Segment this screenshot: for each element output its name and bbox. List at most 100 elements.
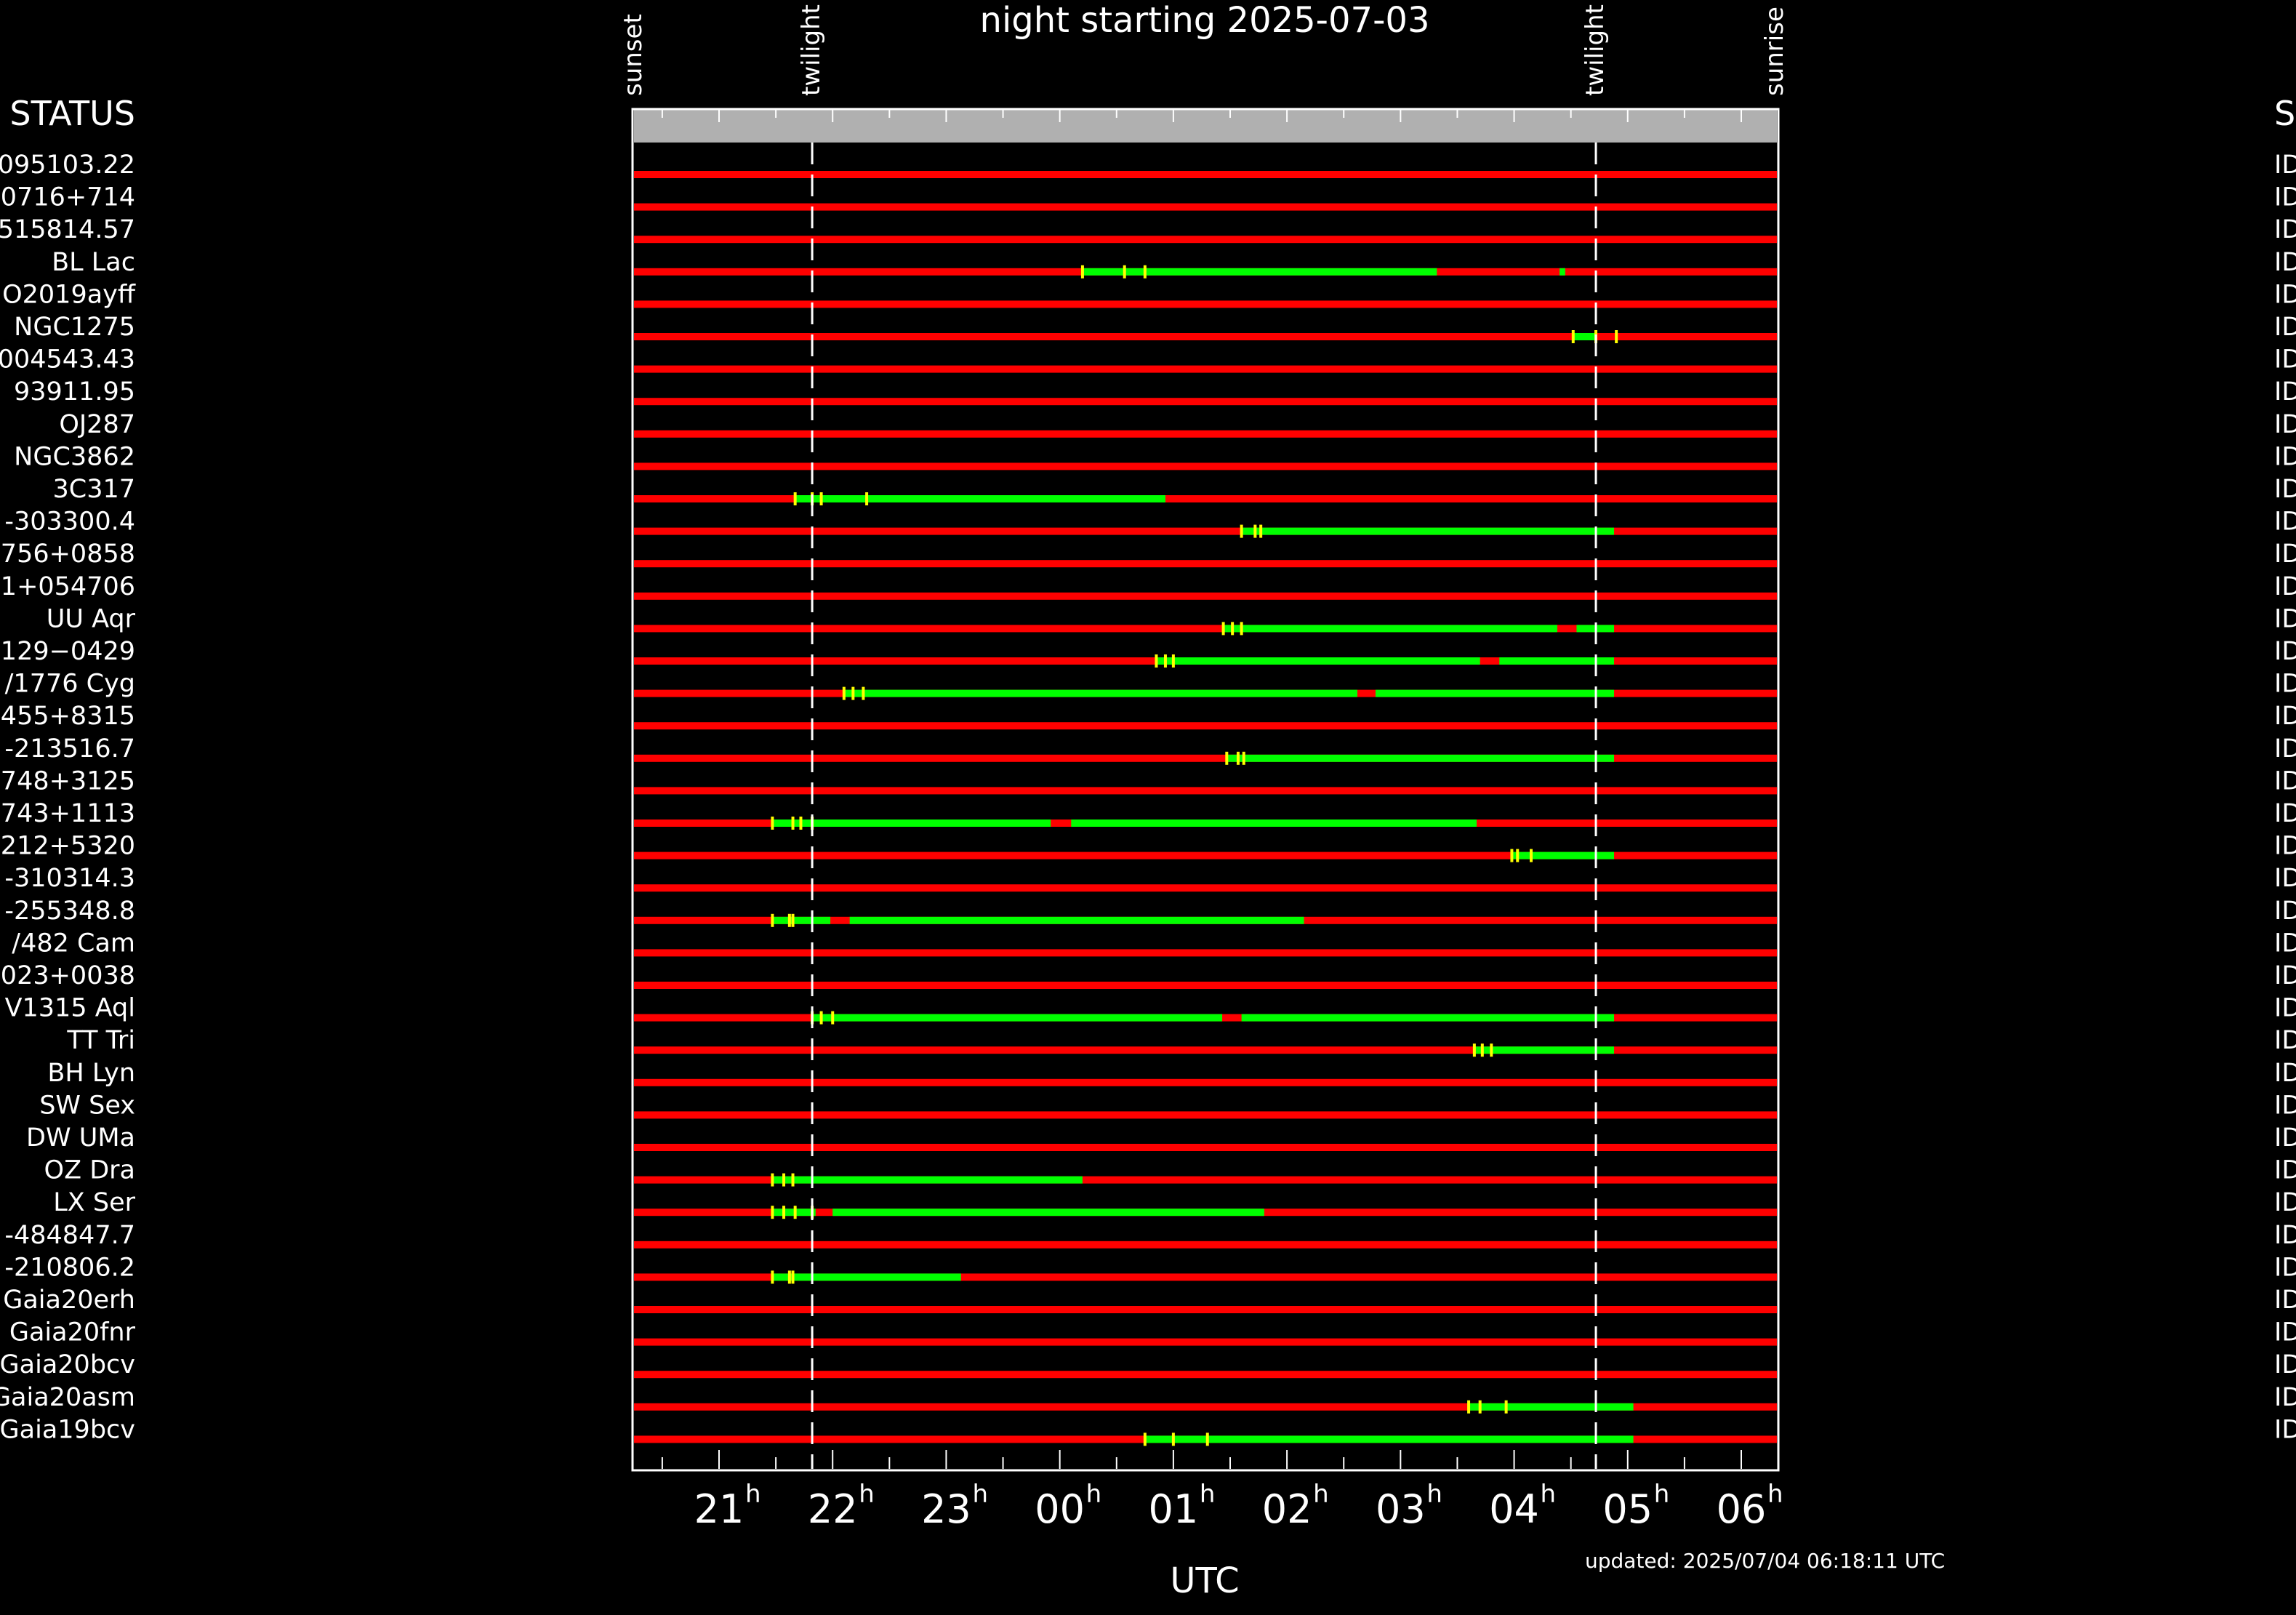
row-tick [1240, 524, 1243, 538]
target-label: 455+8315 [1, 702, 135, 731]
observable-segment [1375, 689, 1615, 697]
status-value: ID [2274, 1415, 2296, 1444]
observable-segment [1071, 819, 1477, 827]
tick-label-sup: h [1767, 1480, 1783, 1509]
row-bar [634, 171, 1777, 178]
status-value: ID [2274, 637, 2296, 666]
status-value: ID [2274, 832, 2296, 861]
time-markers: sunset twilight twilight sunrise [619, 4, 1789, 96]
row-bar [634, 1338, 1777, 1346]
marker-label-sunrise-3: sunrise [1760, 7, 1789, 96]
row-bar [634, 333, 1777, 340]
observable-segment [812, 1014, 1223, 1022]
target-label: Gaia20fnr [9, 1318, 136, 1347]
row-tick [1143, 265, 1147, 278]
status-value: ID [2274, 377, 2296, 406]
tick-label: 04 [1489, 1486, 1539, 1532]
row-bar [634, 1241, 1777, 1249]
target-label: Gaia20asm [0, 1383, 135, 1412]
row-tick [791, 817, 795, 830]
target-label: SW Sex [39, 1091, 135, 1120]
marker-label-twilight-1: twilight [797, 4, 826, 96]
observable-segment [1499, 657, 1615, 665]
target-label: 3C317 [52, 475, 135, 504]
tick-label: 00 [1035, 1486, 1085, 1532]
target-rows [634, 171, 1777, 1446]
row-tick [799, 817, 803, 830]
status-value: ID [2274, 215, 2296, 244]
target-label: O2019ayff [2, 280, 136, 309]
status-value: ID [2274, 1188, 2296, 1217]
status-value: ID [2274, 183, 2296, 212]
row-tick [793, 1206, 797, 1219]
x-axis: 21 h 22 h 23 h 00 h 01 h 02 h 03 h 04 h 05 h 06 h [661, 1450, 1783, 1532]
row-bar [634, 365, 1777, 373]
row-tick [831, 1011, 835, 1025]
observable-segment [1082, 268, 1437, 276]
status-value: ID [2274, 994, 2296, 1023]
header-band-ticks [661, 109, 1742, 122]
status-value: ID [2274, 1026, 2296, 1055]
row-bar [634, 398, 1777, 406]
row-tick [842, 686, 846, 700]
row-bar [634, 1273, 1777, 1281]
tick-label-sup: h [972, 1480, 988, 1509]
tick-label: 02 [1262, 1486, 1312, 1532]
status-value: ID [2274, 864, 2296, 893]
observable-segment [1573, 333, 1597, 340]
observable-segment [772, 1273, 961, 1281]
row-bar [634, 560, 1777, 568]
row-bar [634, 1078, 1777, 1086]
row-bar [634, 625, 1777, 633]
tick-label-sup: h [1654, 1480, 1670, 1509]
target-label: Gaia20bcv [0, 1350, 135, 1379]
status-value: ID [2274, 1091, 2296, 1120]
observable-segment [1469, 1403, 1634, 1411]
status-value: ID [2274, 604, 2296, 633]
row-tick [1231, 622, 1235, 636]
target-label: 756+0858 [1, 540, 135, 569]
status-value: ID [2274, 1059, 2296, 1088]
row-tick [862, 686, 865, 700]
row-tick [1225, 751, 1229, 765]
status-value: ID [2274, 702, 2296, 731]
status-value: ID [2274, 670, 2296, 699]
observable-segment [1474, 1046, 1615, 1054]
row-tick [787, 913, 791, 927]
observable-segment [1223, 625, 1557, 633]
row-tick [771, 817, 774, 830]
row-tick [865, 492, 869, 505]
row-tick [791, 1173, 795, 1187]
status-value: ID [2274, 1318, 2296, 1347]
observable-segment [795, 495, 1165, 502]
target-label: 515814.57 [0, 215, 135, 244]
target-label: DW UMa [26, 1123, 135, 1153]
target-label: /1776 Cyg [5, 670, 135, 699]
plot-frame [631, 108, 1780, 1472]
tick-label: 06 [1717, 1486, 1767, 1532]
status-value: ID [2274, 313, 2296, 342]
twilight-lines [811, 143, 1597, 1469]
target-label: 93911.95 [14, 377, 135, 406]
marker-label-sunset-0: sunset [619, 14, 648, 96]
observable-segment [772, 1176, 1083, 1184]
status-header-left: STATUS [9, 94, 135, 133]
row-tick [819, 1011, 823, 1025]
tick-label: 22 [808, 1486, 858, 1532]
row-tick [791, 913, 795, 927]
row-tick [1490, 1043, 1493, 1057]
target-label: BH Lyn [47, 1059, 135, 1088]
target-label: LX Ser [53, 1188, 135, 1217]
status-value: ID [2274, 1221, 2296, 1250]
status-value: ID [2274, 1253, 2296, 1282]
tick-label-sup: h [1086, 1480, 1102, 1509]
row-bar [634, 884, 1777, 892]
row-bar [634, 300, 1777, 308]
row-tick [771, 1173, 774, 1187]
target-label: NGC3862 [14, 442, 135, 471]
row-bar [634, 754, 1777, 762]
status-value: ID [2274, 345, 2296, 374]
status-value: ID [2274, 540, 2296, 569]
row-tick [1123, 265, 1126, 278]
row-bar [634, 1144, 1777, 1151]
